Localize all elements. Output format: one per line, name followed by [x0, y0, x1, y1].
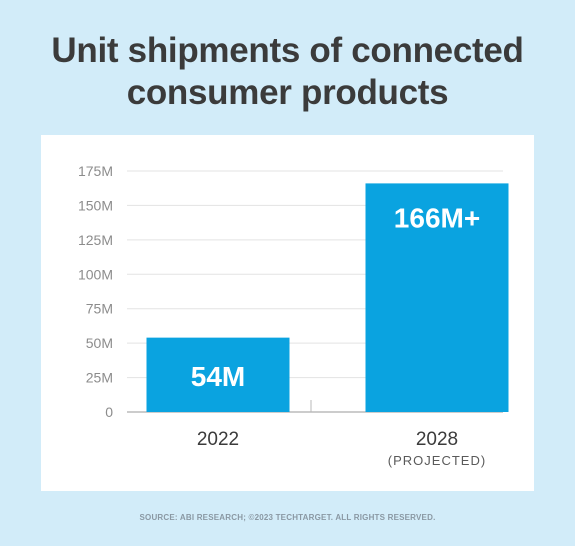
- y-tick-label: 50M: [86, 335, 113, 351]
- y-tick-label: 150M: [78, 197, 113, 213]
- title-line-2: consumer products: [126, 73, 449, 112]
- y-tick-label: 175M: [78, 163, 113, 179]
- category-label: 2022: [197, 429, 239, 450]
- chart-panel: 0 25M 50M 75M 100M 125M 150M 175M 54M 2022 166M+ 20…: [41, 135, 534, 491]
- chart-title: Unit shipments of connected consumer pro…: [0, 30, 575, 114]
- y-tick-label: 100M: [78, 266, 113, 282]
- title-line-1: Unit shipments of connected: [51, 31, 524, 70]
- source-note: SOURCE: ABI RESEARCH; ©2023 TECHTARGET. …: [139, 513, 436, 522]
- y-tick-label: 125M: [78, 232, 113, 248]
- bar-chart: 0 25M 50M 75M 100M 125M 150M 175M 54M 2022 166M+ 20…: [78, 163, 509, 468]
- y-tick-label: 0: [105, 404, 113, 420]
- y-tick-label: 75M: [86, 301, 113, 317]
- bar-value-label: 166M+: [394, 202, 480, 233]
- y-tick-label: 25M: [86, 370, 113, 386]
- bar-2028: [365, 183, 509, 412]
- category-label: 2028: [416, 429, 458, 450]
- bar-2022: [146, 337, 290, 412]
- bar-value-label: 54M: [191, 361, 245, 392]
- category-sublabel: (PROJECTED): [388, 453, 486, 468]
